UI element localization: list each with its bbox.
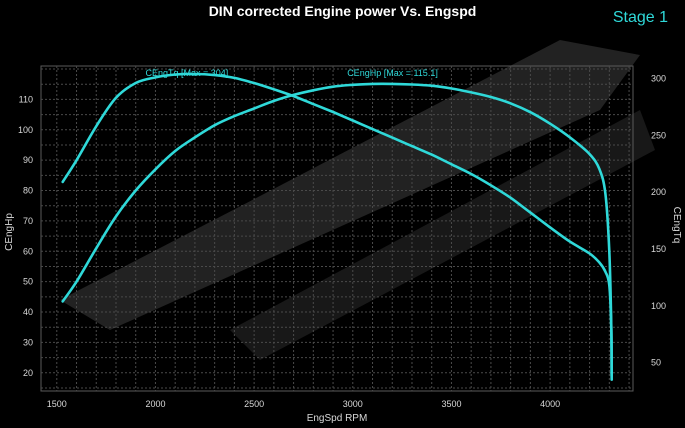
series-line-CEngTq xyxy=(61,72,613,381)
y-left-tick-label: 40 xyxy=(23,307,33,317)
y-right-tick-label: 250 xyxy=(651,130,666,140)
y-left-tick-label: 70 xyxy=(23,216,33,226)
y-right-tick-label: 50 xyxy=(651,358,661,368)
y-left-tick-label: 20 xyxy=(23,368,33,378)
y-right-axis-label: CEngTq xyxy=(671,207,682,244)
x-tick-label: 3000 xyxy=(343,399,363,409)
x-tick-label: 2500 xyxy=(244,399,264,409)
series-label-CEngTq: CEngTq [Max = 304] xyxy=(146,68,229,78)
y-right-axis-ticks: 50 100 150 200 250 300 xyxy=(651,74,666,368)
series-curves xyxy=(61,72,613,381)
y-right-tick-label: 300 xyxy=(651,74,666,84)
series-line-CEngHp xyxy=(61,82,613,378)
y-left-tick-label: 110 xyxy=(19,94,33,104)
y-left-tick-label: 80 xyxy=(23,186,33,196)
y-right-tick-label: 100 xyxy=(651,301,666,311)
y-left-tick-label: 50 xyxy=(23,277,33,287)
y-right-tick-label: 150 xyxy=(651,244,666,254)
x-axis-label: EngSpd RPM xyxy=(307,413,368,424)
watermark-logo xyxy=(60,40,655,360)
x-axis-ticks: 1500 2000 2500 3000 3500 4000 xyxy=(47,399,560,409)
x-tick-label: 4000 xyxy=(540,399,560,409)
chart-title: DIN corrected Engine power Vs. Engspd xyxy=(208,3,477,19)
grid-lines xyxy=(41,66,633,391)
plot-area xyxy=(40,65,634,392)
series-labels: CEngHp [Max = 115.1] CEngTq [Max = 304] xyxy=(146,68,438,78)
x-tick-label: 3500 xyxy=(441,399,461,409)
y-left-tick-label: 60 xyxy=(23,246,33,256)
x-tick-label: 2000 xyxy=(145,399,165,409)
y-right-tick-label: 200 xyxy=(651,187,666,197)
y-left-tick-label: 90 xyxy=(23,155,33,165)
x-tick-label: 1500 xyxy=(47,399,67,409)
y-left-tick-label: 100 xyxy=(18,125,33,135)
y-left-axis-ticks: 20 30 40 50 60 70 80 90 100 110 xyxy=(18,94,33,377)
stage-badge: Stage 1 xyxy=(612,9,668,26)
y-left-tick-label: 30 xyxy=(23,337,33,347)
y-left-axis-label: CEngHp xyxy=(4,213,15,251)
series-label-CEngHp: CEngHp [Max = 115.1] xyxy=(347,68,438,78)
